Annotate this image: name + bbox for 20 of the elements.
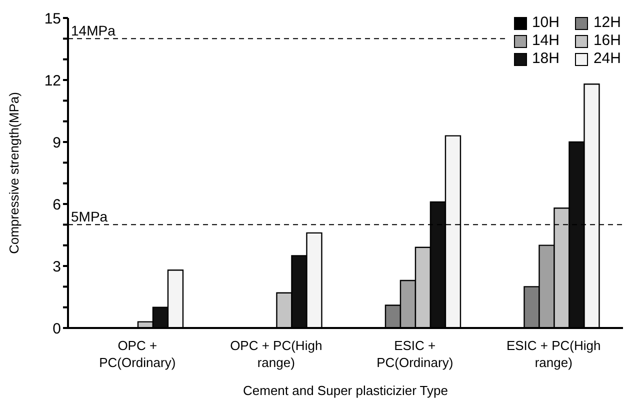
x-axis-title: Cement and Super plasticizier Type bbox=[243, 383, 448, 398]
y-tick-label: 9 bbox=[52, 134, 61, 152]
x-tick-label: OPC + PC(High range) bbox=[230, 338, 322, 370]
x-tick-label: ESIC + PC(Ordinary) bbox=[376, 338, 454, 370]
ref-line-label: 5MPa bbox=[71, 208, 108, 225]
legend-label: 24H bbox=[593, 50, 621, 68]
y-axis-title: Compressive strength(MPa) bbox=[6, 92, 22, 254]
y-tick-label: 0 bbox=[52, 320, 61, 338]
ref-line-label: 14MPa bbox=[71, 22, 116, 39]
y-tick-label: 3 bbox=[52, 258, 61, 276]
y-tick-label: 6 bbox=[52, 196, 61, 214]
legend-label: 16H bbox=[593, 32, 621, 50]
y-tick-label: 15 bbox=[44, 10, 61, 28]
legend-label: 12H bbox=[593, 14, 621, 32]
legend-label: 10H bbox=[532, 14, 560, 32]
legend-label: 14H bbox=[532, 32, 560, 50]
y-tick-label: 12 bbox=[44, 72, 61, 90]
x-tick-label: OPC + PC(Ordinary) bbox=[99, 338, 176, 370]
x-tick-label: ESIC + PC(High range) bbox=[506, 338, 601, 370]
legend-label: 18H bbox=[532, 50, 560, 68]
